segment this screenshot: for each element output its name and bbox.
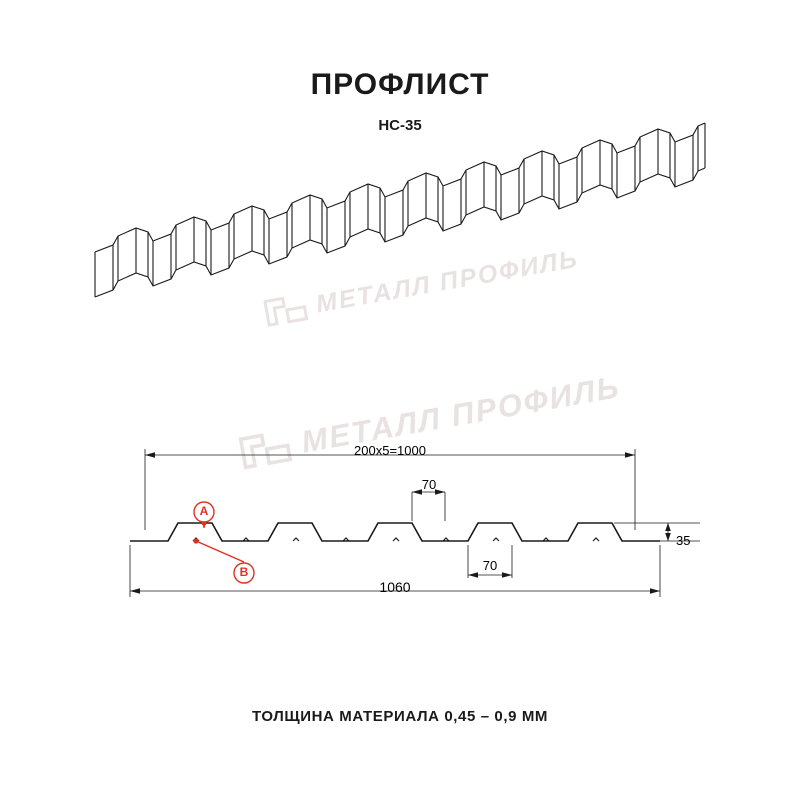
callout-a-label: A [199, 504, 209, 518]
dimension-crest-label: 70 [421, 477, 437, 492]
dimension-bottom-label: 1060 [379, 579, 411, 595]
page-title: ПРОФЛИСТ [310, 68, 490, 101]
dimension-height-label: 35 [676, 533, 691, 548]
callout-b-label: B [239, 565, 249, 579]
dimension-top-label: 200x5=1000 [354, 443, 426, 458]
dimension-valley-label: 70 [482, 558, 498, 573]
material-thickness-note: ТОЛЩИНА МАТЕРИАЛА 0,45 – 0,9 ММ [251, 708, 549, 725]
product-model: НС-35 [378, 117, 422, 134]
